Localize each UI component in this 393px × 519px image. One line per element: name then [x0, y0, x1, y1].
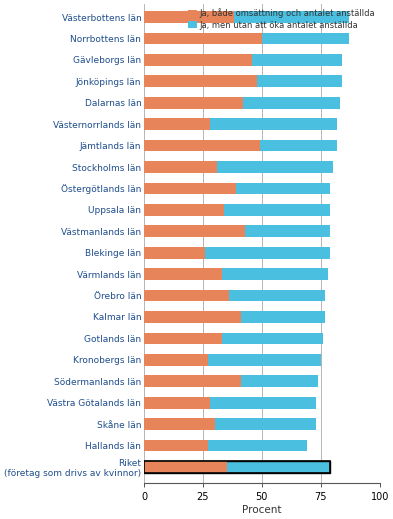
- Bar: [245, 225, 330, 237]
- Bar: [222, 333, 323, 344]
- X-axis label: Procent: Procent: [242, 505, 282, 515]
- Bar: [144, 290, 229, 302]
- Bar: [229, 290, 325, 302]
- Bar: [144, 118, 210, 130]
- Bar: [205, 247, 330, 258]
- Bar: [144, 440, 208, 452]
- Bar: [144, 247, 205, 258]
- Bar: [144, 418, 215, 430]
- Bar: [236, 183, 330, 194]
- Bar: [144, 54, 252, 66]
- Bar: [208, 354, 321, 366]
- Bar: [144, 461, 330, 473]
- Bar: [241, 311, 325, 323]
- Bar: [144, 461, 226, 473]
- Bar: [144, 225, 245, 237]
- Bar: [217, 161, 332, 173]
- Bar: [210, 118, 337, 130]
- Bar: [144, 268, 222, 280]
- Bar: [144, 183, 236, 194]
- Bar: [262, 33, 349, 44]
- Bar: [144, 97, 243, 108]
- Bar: [144, 354, 208, 366]
- Bar: [208, 440, 307, 452]
- Bar: [241, 375, 318, 387]
- Bar: [243, 97, 340, 108]
- Bar: [144, 33, 262, 44]
- Bar: [144, 11, 233, 23]
- Bar: [224, 204, 330, 216]
- Bar: [210, 397, 316, 408]
- Bar: [233, 11, 349, 23]
- Bar: [259, 140, 337, 152]
- Bar: [144, 140, 259, 152]
- Bar: [144, 461, 330, 473]
- Bar: [252, 54, 342, 66]
- Bar: [144, 397, 210, 408]
- Bar: [257, 75, 342, 87]
- Bar: [144, 375, 241, 387]
- Bar: [215, 418, 316, 430]
- Bar: [144, 311, 241, 323]
- Bar: [144, 204, 224, 216]
- Legend: Ja, både omsättning och antalet anställda, Ja, men utan att öka antalet anställd: Ja, både omsättning och antalet anställd…: [188, 8, 375, 30]
- Bar: [144, 333, 222, 344]
- Bar: [144, 161, 217, 173]
- Bar: [222, 268, 328, 280]
- Bar: [144, 75, 257, 87]
